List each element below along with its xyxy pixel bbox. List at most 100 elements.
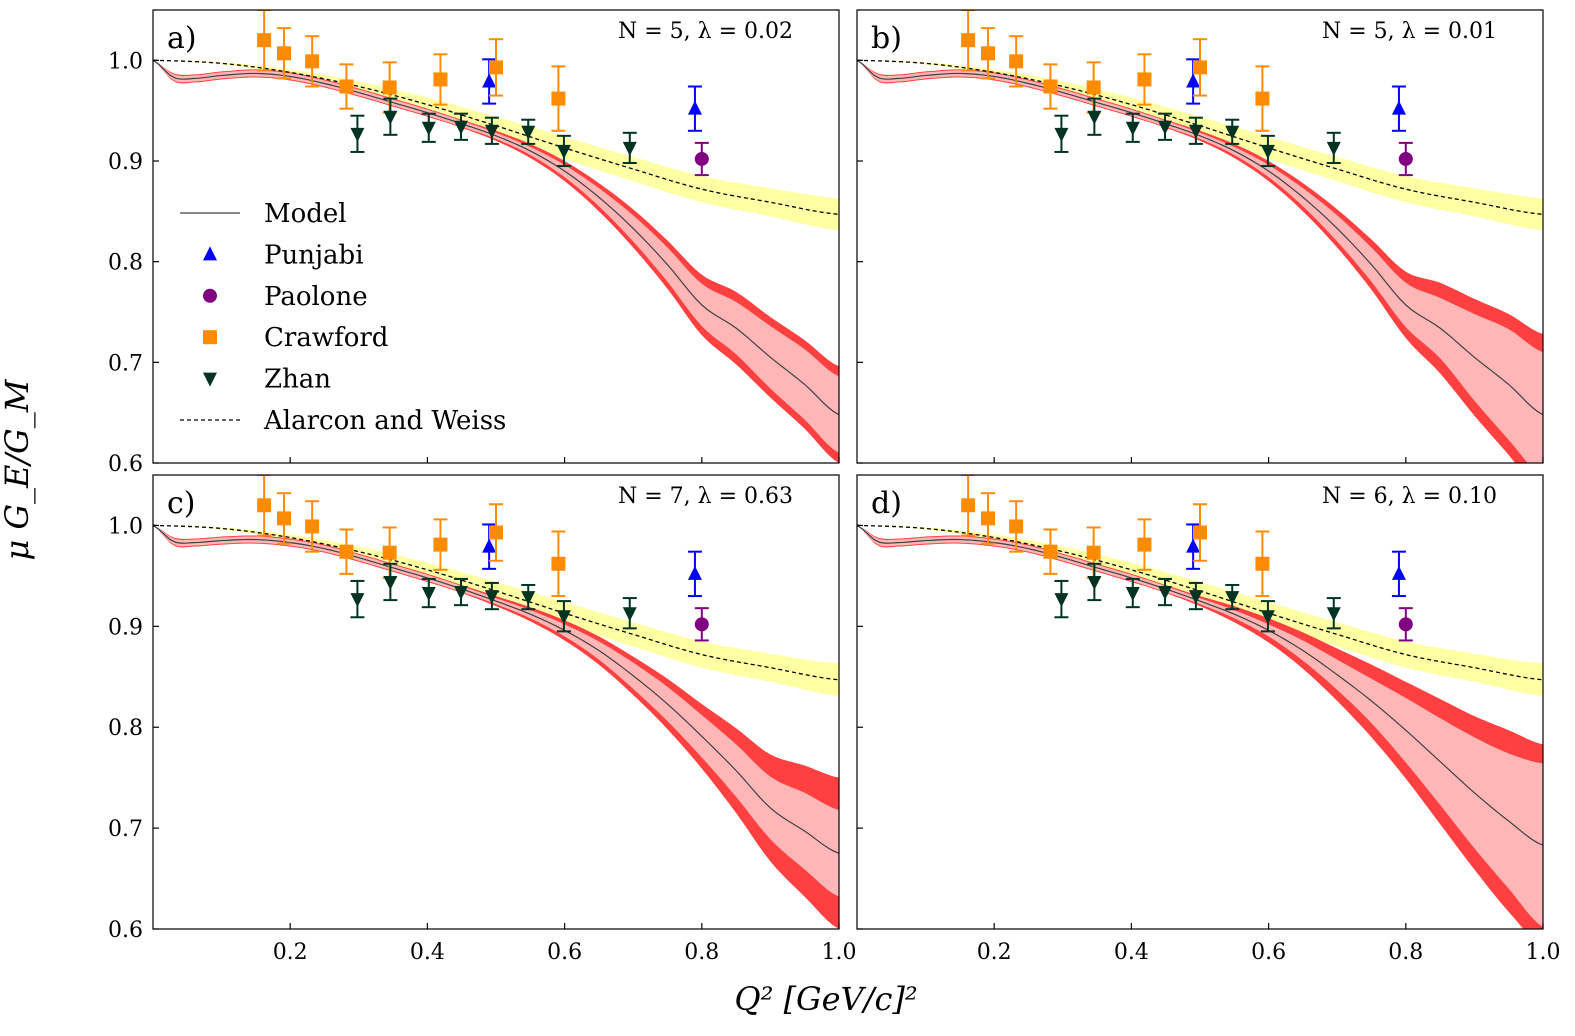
crawford-point: [1137, 53, 1152, 106]
marker-triangle-down: [1158, 586, 1173, 601]
zhan-point: [350, 114, 365, 153]
crawford-point: [981, 492, 996, 545]
panel-label: b): [871, 21, 902, 56]
marker-square: [961, 33, 976, 48]
marker-square: [1255, 556, 1270, 571]
legend-label: Zhan: [264, 365, 331, 395]
marker-triangle-down: [1125, 121, 1140, 136]
zhan-point: [1087, 562, 1102, 602]
marker-triangle-down: [1326, 141, 1341, 156]
zhan-point: [1188, 581, 1203, 611]
legend-entry: Punjabi: [203, 240, 364, 270]
marker-triangle-up: [687, 100, 702, 115]
zhan-point: [454, 112, 469, 141]
marker-triangle-down: [1225, 125, 1240, 140]
marker-square: [1086, 545, 1101, 560]
marker-square: [1086, 80, 1101, 95]
marker-triangle-down: [1188, 590, 1203, 605]
model-inner-band: [153, 60, 839, 453]
alarcon-weiss-band: [857, 525, 1543, 696]
zhan-point: [1225, 583, 1240, 611]
marker-square: [981, 511, 996, 526]
x-tick-label: 0.8: [684, 940, 719, 965]
x-tick-label: 0.6: [547, 940, 582, 965]
marker-triangle-up: [1391, 100, 1406, 115]
zhan-point: [556, 600, 571, 633]
legend-label: Model: [264, 199, 347, 229]
legend-entry: Model: [180, 199, 347, 229]
model-outer-band: [857, 60, 1543, 463]
marker-square: [1255, 91, 1270, 106]
plot-area: [153, 10, 839, 463]
panel-b: b) N = 5, λ = 0.01: [856, 9, 1544, 464]
marker-triangle-down: [1054, 593, 1069, 608]
y-tick-label: 1.0: [108, 49, 143, 74]
crawford-point: [305, 35, 320, 88]
crawford-point: [1255, 530, 1270, 598]
zhan-point: [1260, 600, 1275, 633]
paolone-point: [694, 141, 709, 177]
crawford-point: [339, 63, 354, 110]
zhan-point: [421, 577, 436, 609]
crawford-point: [1193, 38, 1207, 97]
marker-triangle-down: [350, 593, 365, 608]
marker-square: [305, 519, 320, 534]
panel-label: d): [871, 486, 902, 521]
y-tick-label: 0.9: [108, 150, 143, 175]
panel-annotation: N = 7, λ = 0.63: [618, 484, 793, 509]
marker-triangle-up: [482, 73, 497, 88]
marker-square: [277, 46, 292, 61]
paolone-point: [694, 607, 709, 642]
legend-label: Punjabi: [264, 240, 364, 270]
marker-triangle-down: [484, 124, 499, 139]
zhan-point: [521, 583, 536, 611]
zhan-point: [484, 116, 499, 145]
panel-frame: [856, 9, 1544, 464]
crawford-point: [489, 503, 503, 562]
zhan-point: [383, 97, 398, 136]
marker-triangle-down: [1054, 127, 1069, 142]
zhan-point: [383, 562, 398, 602]
marker-triangle-down: [521, 125, 536, 140]
crawford-point: [305, 500, 320, 553]
marker-triangle-up: [1186, 73, 1201, 88]
panel-annotation: N = 6, λ = 0.10: [1322, 484, 1497, 509]
panel-frame: [152, 474, 840, 930]
legend-label: Crawford: [264, 323, 388, 353]
x-tick-label: 0.4: [1114, 940, 1149, 965]
marker-triangle-down: [1188, 124, 1203, 139]
marker-triangle-down: [1087, 110, 1102, 125]
panel-a: 0.6 0.7 0.8 0.9 1.0 a) N = 5, λ = 0.02: [108, 9, 840, 477]
marker-triangle-down: [383, 110, 398, 125]
marker-square: [1043, 544, 1058, 559]
x-tick-label: 0.8: [1388, 940, 1423, 965]
crawford-point: [382, 61, 397, 114]
marker-square: [277, 511, 292, 526]
marker-triangle-down: [556, 144, 571, 159]
legend-marker: [203, 372, 217, 387]
y-tick-label: 0.6: [108, 452, 143, 477]
crawford-point: [1009, 500, 1024, 553]
marker-triangle-down: [454, 586, 469, 601]
crawford-point: [277, 492, 292, 545]
marker-square: [257, 33, 272, 48]
crawford-point: [257, 10, 272, 72]
marker-triangle-down: [484, 590, 499, 605]
marker-square: [1043, 79, 1058, 94]
marker-triangle-down: [1260, 144, 1275, 159]
zhan-point: [350, 579, 365, 619]
alarcon-weiss-band: [153, 60, 839, 231]
crawford-point: [1043, 63, 1058, 110]
legend-entry: Crawford: [203, 323, 388, 353]
marker-circle: [694, 617, 709, 632]
zhan-point: [1125, 577, 1140, 609]
crawford-point: [551, 65, 566, 132]
legend-entry: Alarcon and Weiss: [180, 406, 506, 436]
marker-triangle-down: [521, 591, 536, 606]
y-tick-label: 0.6: [108, 918, 143, 943]
marker-triangle-down: [556, 610, 571, 625]
crawford-point: [551, 530, 566, 598]
panel-frame: [152, 9, 840, 464]
y-tick-label: 0.7: [108, 817, 143, 842]
